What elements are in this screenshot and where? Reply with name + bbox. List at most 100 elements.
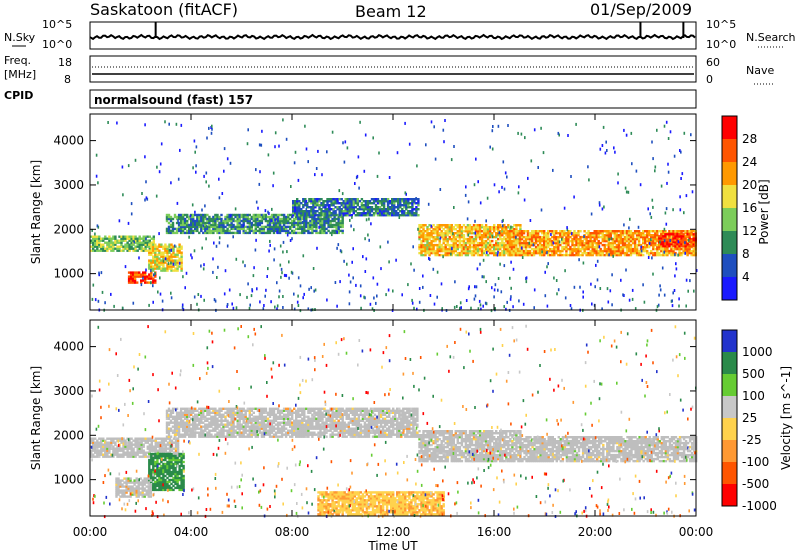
- heatmap-cell: [216, 425, 219, 428]
- heatmap-cell: [501, 239, 504, 243]
- heatmap-noise-cell: [175, 122, 178, 126]
- heatmap-cell: [666, 235, 669, 239]
- heatmap-cell: [692, 237, 695, 240]
- heatmap-cell: [171, 227, 175, 231]
- heatmap-noise-cell: [380, 267, 382, 271]
- heatmap-cell: [607, 234, 610, 237]
- heatmap-cell: [305, 217, 308, 221]
- heatmap-cell: [192, 421, 195, 424]
- heatmap-cell: [674, 235, 677, 238]
- heatmap-cell: [575, 234, 578, 237]
- heatmap-cell: [376, 200, 380, 203]
- heatmap-cell: [179, 423, 183, 426]
- heatmap-noise-cell: [695, 269, 698, 272]
- heatmap-cell: [648, 234, 651, 237]
- heatmap-cell: [313, 223, 316, 227]
- heatmap-cell: [599, 247, 602, 251]
- heatmap-cell: [176, 265, 179, 268]
- heatmap-cell: [458, 239, 462, 243]
- heatmap-cell: [236, 229, 239, 233]
- heatmap-noise-cell: [271, 207, 273, 211]
- heatmap-cell: [131, 281, 135, 284]
- heatmap-cell: [480, 251, 484, 255]
- heatmap-noise-cell: [428, 257, 431, 261]
- heatmap-cell: [204, 217, 207, 221]
- heatmap-cell: [242, 415, 245, 418]
- heatmap-cell: [304, 212, 307, 215]
- heatmap-cell: [198, 213, 201, 217]
- heatmap-cell: [397, 206, 400, 209]
- heatmap-cell: [454, 239, 457, 243]
- heatmap-noise-cell: [334, 281, 337, 284]
- heatmap-cell: [304, 198, 307, 201]
- heatmap-cell: [333, 231, 336, 235]
- heatmap-noise-cell: [91, 228, 93, 232]
- heatmap-noise-cell: [485, 302, 488, 306]
- heatmap-cell: [129, 275, 133, 278]
- heatmap-cell: [142, 237, 145, 240]
- heatmap-cell: [146, 239, 149, 242]
- heatmap-cell: [152, 445, 155, 448]
- heatmap-cell: [96, 249, 99, 252]
- heatmap-cell: [426, 247, 429, 251]
- heatmap-cell: [344, 214, 347, 217]
- heatmap-cell: [176, 443, 180, 446]
- heatmap-cell: [208, 423, 211, 426]
- heatmap-cell: [571, 253, 574, 257]
- heatmap-cell: [146, 235, 149, 238]
- heatmap-cell: [549, 249, 552, 253]
- heatmap-cell: [132, 439, 135, 442]
- heatmap-cell: [395, 200, 398, 203]
- heatmap-cell: [140, 249, 143, 252]
- heatmap-cell: [116, 247, 119, 250]
- heatmap-cell: [188, 433, 191, 436]
- heatmap-cell: [224, 221, 227, 225]
- heatmap-noise-cell: [493, 295, 495, 299]
- heatmap-cell: [128, 243, 131, 246]
- heatmap-cell: [530, 243, 534, 247]
- heatmap-cell: [212, 423, 215, 426]
- heatmap-cell: [629, 235, 633, 239]
- heatmap-cell: [226, 231, 229, 235]
- heatmap-noise-cell: [634, 307, 637, 311]
- heatmap-cell: [169, 409, 173, 412]
- heatmap-cell: [192, 213, 195, 217]
- heatmap-noise-cell: [293, 161, 296, 165]
- heatmap-cell: [680, 241, 683, 244]
- heatmap-cell: [222, 415, 225, 418]
- heatmap-cell: [128, 455, 131, 458]
- heatmap-cell: [420, 247, 423, 251]
- heatmap-noise-cell: [623, 294, 625, 297]
- heatmap-cell: [183, 417, 187, 420]
- heatmap-cell: [678, 239, 681, 242]
- heatmap-cell: [508, 249, 511, 253]
- heatmap-noise-cell: [442, 255, 444, 259]
- heatmap-cell: [360, 206, 364, 209]
- heatmap-cell: [497, 226, 500, 229]
- heatmap-noise-cell: [489, 145, 491, 149]
- heatmap-cell: [183, 429, 187, 432]
- heatmap-cell: [384, 212, 388, 215]
- heatmap-cell: [104, 453, 107, 456]
- heatmap-cell: [190, 231, 193, 235]
- heatmap-cell: [196, 229, 199, 233]
- heatmap-cell: [391, 212, 394, 215]
- heatmap-cell: [94, 235, 97, 238]
- heatmap-cell: [232, 213, 235, 217]
- heatmap-cell: [474, 243, 478, 247]
- heatmap-cell: [228, 409, 231, 412]
- heatmap-cell: [98, 445, 101, 448]
- heatmap-cell: [534, 230, 538, 233]
- heatmap-cell: [152, 277, 155, 280]
- heatmap-cell: [444, 237, 447, 241]
- heatmap-cell: [503, 235, 506, 239]
- heatmap-noise-cell: [133, 240, 135, 244]
- heatmap-cell: [547, 243, 550, 247]
- heatmap-cell: [222, 433, 225, 436]
- heatmap-cell: [646, 235, 649, 239]
- heatmap-cell: [173, 227, 177, 231]
- heatmap-noise-cell: [665, 222, 668, 226]
- heatmap-cell: [202, 215, 205, 219]
- heatmap-cell: [692, 251, 695, 255]
- heatmap-cell: [595, 235, 598, 239]
